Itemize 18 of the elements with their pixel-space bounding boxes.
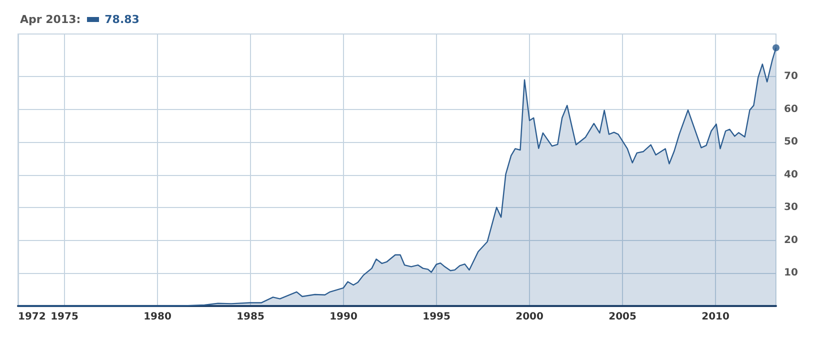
x-tick-label: 1995 — [422, 312, 450, 322]
x-tick-label: 1990 — [330, 312, 358, 322]
y-tick-label: 20 — [784, 234, 798, 246]
x-tick-label: 2010 — [702, 312, 730, 322]
text: 78.83 — [104, 13, 140, 26]
y-tick-label: 10 — [784, 268, 798, 279]
x-tick-label: 2005 — [608, 312, 636, 322]
x-tick-label: 1980 — [144, 312, 172, 322]
y-tick-label: 70 — [784, 71, 798, 82]
x-tick-label: 1985 — [236, 312, 264, 322]
x-tick-label: 1972 — [18, 312, 46, 322]
x-tick-label: 2000 — [516, 312, 544, 322]
y-tick-label: 30 — [784, 202, 798, 214]
y-tick-label: 50 — [784, 136, 798, 148]
y-tick-label: 60 — [784, 104, 798, 115]
chart-title: Apr 2013: — [20, 13, 81, 26]
x-tick-label: 1975 — [50, 312, 78, 322]
y-tick-label: 40 — [784, 169, 798, 180]
